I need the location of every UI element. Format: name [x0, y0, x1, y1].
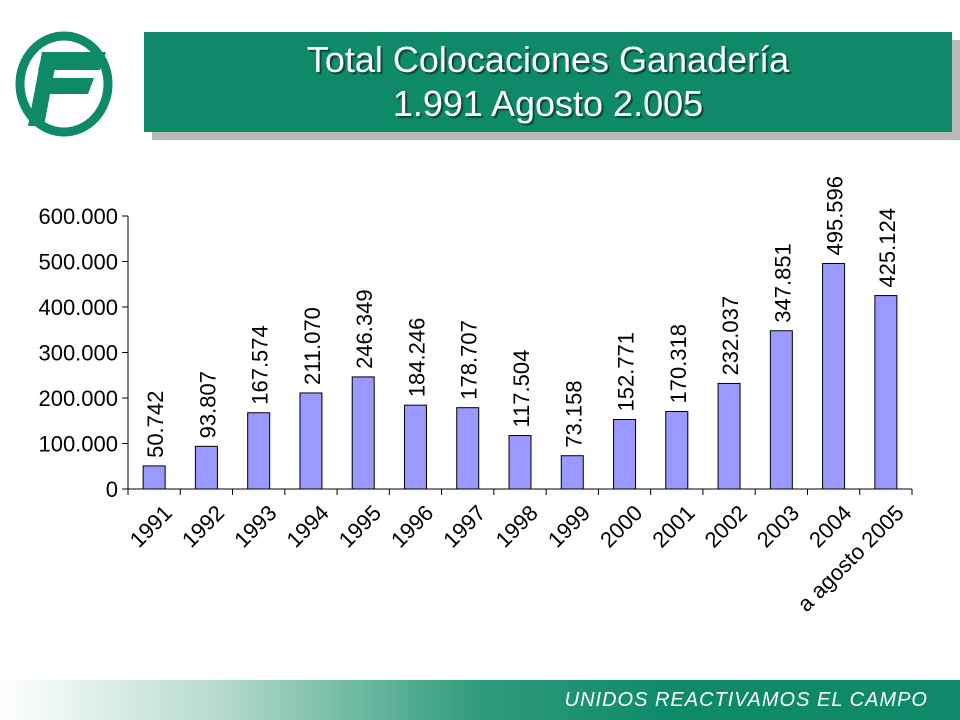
y-tick-label: 200.000	[38, 386, 118, 411]
x-tick-label: 1995	[334, 500, 386, 552]
bar-chart: 0 100.000 200.000 300.000 400.000 500.000 600.…	[38, 176, 913, 616]
y-tick-label: 300.000	[38, 341, 118, 366]
bar	[613, 418, 637, 490]
value-label: 178.707	[457, 320, 482, 400]
bar	[299, 392, 323, 490]
title-line-1: Total Colocaciones Ganadería	[306, 39, 790, 80]
x-tick-label: 2000	[595, 500, 647, 552]
value-label: 347.851	[770, 243, 795, 323]
value-label: 211.070	[300, 307, 325, 385]
bar	[874, 295, 898, 490]
value-label: 50.742	[143, 391, 168, 458]
value-label: 425.124	[875, 208, 900, 288]
y-tick-label: 100.000	[38, 432, 118, 457]
x-tick-label: 1997	[438, 500, 490, 552]
y-axis: 0 100.000 200.000 300.000 400.000 500.000 600.…	[38, 204, 913, 502]
value-label: 73.158	[561, 380, 586, 447]
x-tick-label: 2002	[700, 500, 752, 552]
y-tick-label: 500.000	[38, 250, 118, 275]
bar	[717, 382, 741, 490]
bar	[560, 455, 584, 490]
x-tick-label: 1996	[386, 500, 438, 552]
bar	[351, 376, 375, 490]
bar	[247, 412, 271, 490]
x-tick-label: 1994	[281, 500, 333, 552]
value-label: 232.037	[718, 296, 743, 376]
bar	[508, 435, 532, 490]
value-labels: 50.742 93.807 167.574 211.070 246.349 184.246…	[143, 176, 900, 458]
value-label: 184.246	[404, 318, 429, 398]
bar	[403, 404, 427, 490]
value-label: 152.771	[614, 332, 639, 412]
bar	[822, 263, 846, 490]
value-label: 246.349	[352, 289, 377, 369]
x-tick-label: 1998	[491, 500, 543, 552]
y-tick-label: 600.000	[38, 204, 118, 229]
bar	[194, 445, 218, 490]
y-tick-label: 400.000	[38, 295, 118, 320]
bars	[142, 263, 898, 490]
y-tick-label: 0	[106, 477, 118, 502]
footer-bar: UNIDOS REACTIVAMOS EL CAMPO	[0, 680, 960, 720]
title-banner: Total Colocaciones Ganadería 1.991 Agost…	[144, 32, 952, 132]
x-tick-label: 2001	[647, 500, 699, 552]
bank-logo-icon	[15, 31, 113, 137]
x-axis-labels: 1991 1992 1993 1994 1995 1996 1997 1998 1999 2000…	[125, 500, 909, 616]
value-label: 167.574	[248, 325, 273, 405]
value-label: 495.596	[823, 176, 848, 256]
title-line-2: 1.991 Agosto 2.005	[392, 83, 704, 124]
bar	[665, 411, 689, 490]
bar	[769, 330, 793, 490]
footer-slogan: UNIDOS REACTIVAMOS EL CAMPO	[564, 689, 928, 711]
bar	[456, 407, 480, 490]
x-tick-label: 1999	[543, 500, 595, 552]
x-tick-label: 1991	[125, 500, 177, 552]
value-label: 93.807	[195, 371, 220, 438]
bar	[142, 465, 166, 490]
x-tick-label: 1993	[229, 500, 281, 552]
value-label: 117.504	[509, 350, 534, 428]
x-tick-label: 2003	[752, 500, 804, 552]
x-tick-label: 1992	[177, 500, 229, 552]
value-label: 170.318	[666, 324, 691, 404]
